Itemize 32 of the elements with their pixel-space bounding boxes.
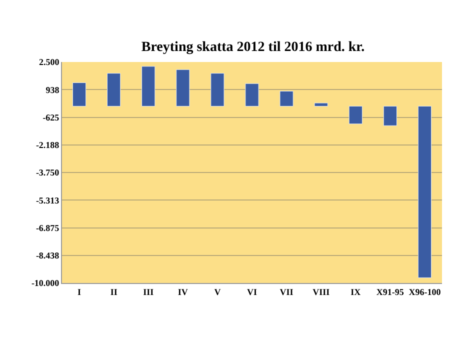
x-tick-label: X91-95 <box>376 286 404 297</box>
bar <box>72 82 86 106</box>
bar <box>314 102 328 106</box>
x-tick-label: IX <box>350 286 362 297</box>
x-tick-label: V <box>214 286 222 297</box>
y-tick-label: 2.500 <box>38 57 60 68</box>
bar <box>107 73 121 106</box>
y-tick-label: -6.875 <box>36 222 60 233</box>
bar <box>418 106 432 278</box>
x-tick-label: III <box>143 286 154 297</box>
x-tick-label: IV <box>178 286 188 297</box>
bar <box>142 66 156 106</box>
bar <box>210 73 224 106</box>
bar <box>383 106 397 126</box>
x-tick-label: I <box>78 286 82 297</box>
y-tick-label: -2.188 <box>36 140 60 150</box>
y-tick-label: -8.438 <box>36 250 60 261</box>
y-tick-label: -625 <box>42 112 60 122</box>
chart-title: Breyting skatta 2012 til 2016 mrd. kr. <box>141 40 365 56</box>
bar <box>176 69 190 106</box>
x-tick-label: VII <box>280 286 294 297</box>
y-tick-label: 938 <box>46 84 60 95</box>
bar <box>348 106 362 124</box>
y-tick-label: -10.000 <box>31 278 60 288</box>
x-tick-label: VIII <box>312 286 330 297</box>
x-tick-label: II <box>110 286 118 297</box>
y-tick-label: -3.750 <box>36 168 60 178</box>
bar <box>245 83 259 106</box>
bar <box>280 90 294 106</box>
y-tick-label: -5.313 <box>36 195 60 206</box>
x-tick-label: VI <box>246 286 258 297</box>
x-tick-label: X96-100 <box>408 286 442 297</box>
